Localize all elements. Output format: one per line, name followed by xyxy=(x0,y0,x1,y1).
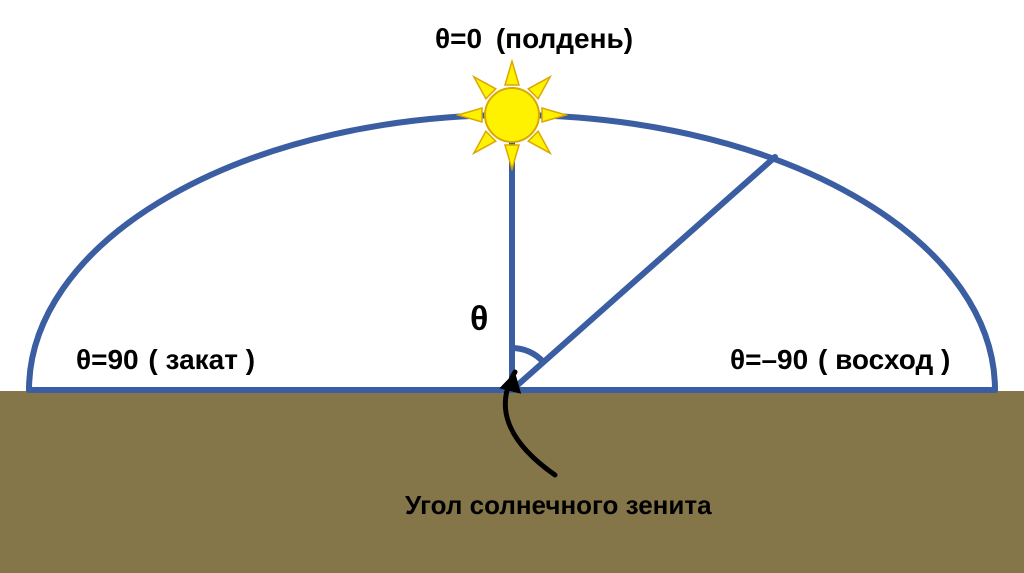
label-noon-text: (полдень) xyxy=(496,23,633,54)
label-sunrise-text: ( восход ) xyxy=(818,344,950,375)
ground xyxy=(0,391,1024,573)
label-sunrise-theta: θ=–90 xyxy=(730,344,808,375)
label-sunset-text: ( закат ) xyxy=(148,344,255,375)
sun-icon xyxy=(458,61,566,169)
caption-zenith-angle: Угол солнечного зенита xyxy=(405,490,712,521)
label-sunrise: θ=–90 ( восход ) xyxy=(730,344,950,376)
label-sunset: θ=90 ( закат ) xyxy=(76,344,255,376)
theta-symbol: θ xyxy=(470,300,488,339)
angle-arc xyxy=(512,348,543,362)
label-sunset-theta: θ=90 xyxy=(76,344,139,375)
label-noon: θ=0 (полдень) xyxy=(435,23,633,55)
label-noon-theta: θ=0 xyxy=(435,23,482,54)
